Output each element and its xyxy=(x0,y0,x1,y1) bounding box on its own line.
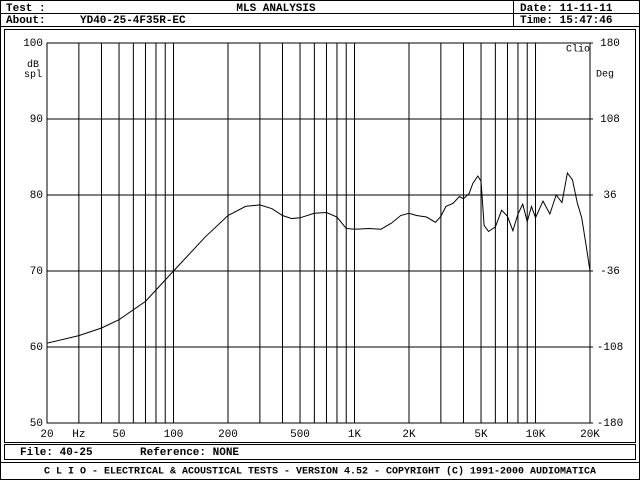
time: Time: 15:47:46 xyxy=(520,15,612,27)
x-tick-label: 5K xyxy=(474,429,488,441)
banner: C L I O - ELECTRICAL & ACOUSTICAL TESTS … xyxy=(44,466,596,478)
x-tick-label: 10K xyxy=(526,429,546,441)
y-tick-label: 70 xyxy=(30,266,43,278)
y2-tick-label: 108 xyxy=(600,114,620,126)
x-tick-label: 1K xyxy=(348,429,362,441)
plot-frame xyxy=(46,42,591,424)
y-tick-label: 60 xyxy=(30,342,43,354)
x-tick-label: 100 xyxy=(164,429,184,441)
test-label: Test : xyxy=(6,3,46,15)
about-value: YD40-25-4F35R-EC xyxy=(80,15,186,27)
reference: Reference: NONE xyxy=(140,447,239,459)
y2-tick-label: 180 xyxy=(600,38,620,50)
response-curve xyxy=(46,171,591,344)
file-box xyxy=(4,444,636,460)
x-tick-label: 200 xyxy=(218,429,238,441)
about-label: About: xyxy=(6,15,46,27)
y-tick-label: 100 xyxy=(23,38,43,50)
y-tick-label: 90 xyxy=(30,114,43,126)
file-name: File: 40-25 xyxy=(20,447,93,459)
y-tick-label: 80 xyxy=(30,190,43,202)
x-tick-label: 2K xyxy=(402,429,416,441)
y-tick-label: 50 xyxy=(30,418,43,430)
y2-tick-label: -108 xyxy=(597,342,623,354)
y2-tick-label: 36 xyxy=(603,190,616,202)
x-tick-label: 500 xyxy=(290,429,310,441)
window-title: MLS ANALYSIS xyxy=(236,3,316,15)
date: Date: 11-11-11 xyxy=(520,3,613,15)
y2-axis-label: Deg xyxy=(596,70,614,81)
x-tick-label: 20K xyxy=(580,429,600,441)
y-axis-label: dB spl xyxy=(24,59,42,81)
x-tick-label: 20 xyxy=(40,429,53,441)
x-tick-label: Hz xyxy=(72,429,85,441)
corner-label: Clio xyxy=(566,44,590,56)
y2-tick-label: -180 xyxy=(597,418,623,430)
plot-panel xyxy=(4,29,636,443)
x-tick-label: 50 xyxy=(112,429,125,441)
y2-tick-label: -36 xyxy=(600,266,620,278)
